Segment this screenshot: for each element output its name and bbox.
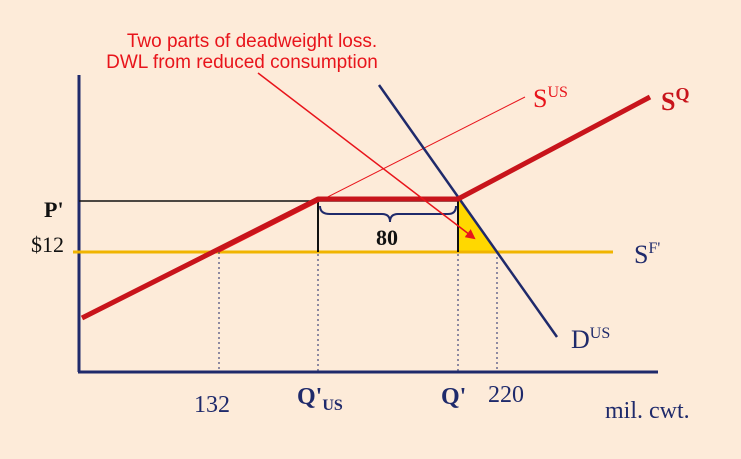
s-quota-curve [80,94,652,321]
annotation-arrow [257,72,476,240]
s-us-curve [218,96,526,253]
annotation-line-2: DWL from reduced consumption [106,52,378,73]
label-d-us: DUS [571,325,610,354]
label-p-prime: P' [44,197,64,222]
label-s-f: SF' [634,240,660,269]
label-s-us: SUS [533,84,568,113]
label-unit: mil. cwt. [605,398,690,424]
label-220: 220 [488,382,524,408]
dashed-guides [218,199,498,372]
annotation-line-1: Two parts of deadweight loss. [127,31,377,52]
label-q-prime: Q' [441,384,466,410]
label-s-q: SQ [661,84,689,116]
label-80: 80 [376,225,398,250]
label-132: 132 [194,392,230,418]
demand-curve [377,84,559,338]
label-twelve: $12 [31,232,64,257]
label-q-us: Q'US [297,384,343,414]
brace-80 [319,205,457,223]
